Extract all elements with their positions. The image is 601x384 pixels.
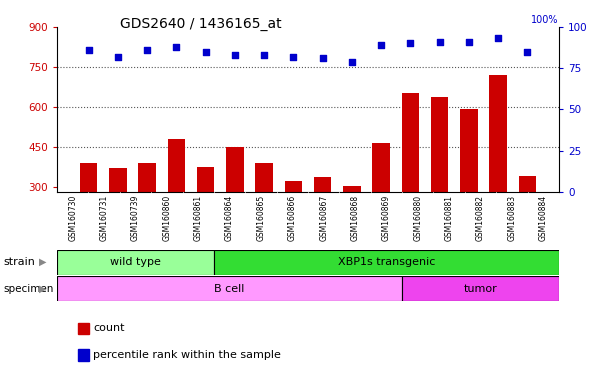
Text: GSM160869: GSM160869 [382, 195, 391, 241]
Bar [489, 75, 507, 266]
Bar [168, 139, 185, 266]
Text: GSM160864: GSM160864 [225, 195, 234, 241]
Bar [57, 276, 402, 301]
Point [464, 39, 474, 45]
Text: GSM160866: GSM160866 [288, 195, 297, 241]
Text: GSM160730: GSM160730 [69, 195, 78, 241]
Text: GSM160868: GSM160868 [350, 195, 359, 241]
Text: strain: strain [3, 257, 35, 267]
Point [406, 40, 415, 46]
Text: GSM160731: GSM160731 [100, 195, 109, 241]
Bar [460, 109, 478, 266]
Bar [402, 276, 559, 301]
Text: count: count [93, 323, 124, 333]
Text: ▶: ▶ [39, 257, 46, 267]
Text: 100%: 100% [531, 15, 559, 25]
Text: GSM160880: GSM160880 [413, 195, 423, 241]
Bar [343, 186, 361, 266]
Point [376, 42, 386, 48]
Bar [138, 163, 156, 266]
Text: percentile rank within the sample: percentile rank within the sample [93, 350, 281, 360]
Point [493, 35, 503, 41]
Text: ▶: ▶ [39, 284, 46, 294]
Text: GDS2640 / 1436165_at: GDS2640 / 1436165_at [120, 17, 282, 31]
Point [142, 47, 152, 53]
Bar [226, 147, 243, 266]
Point [347, 58, 356, 65]
Bar [373, 143, 390, 266]
Text: wild type: wild type [110, 257, 161, 267]
Bar [285, 181, 302, 266]
Point [318, 55, 328, 61]
Bar [80, 163, 97, 266]
Bar [255, 163, 273, 266]
Text: GSM160881: GSM160881 [445, 195, 454, 241]
Point [435, 39, 444, 45]
Text: tumor: tumor [463, 284, 498, 294]
Point [260, 52, 269, 58]
Text: GSM160884: GSM160884 [538, 195, 548, 241]
Bar [401, 93, 419, 266]
Text: XBP1s transgenic: XBP1s transgenic [338, 257, 435, 267]
Bar [109, 168, 127, 266]
Text: GSM160882: GSM160882 [476, 195, 485, 241]
Text: GSM160739: GSM160739 [131, 195, 140, 241]
Point [84, 47, 94, 53]
Point [172, 44, 182, 50]
Point [288, 53, 298, 60]
Bar [214, 250, 559, 275]
Bar [314, 177, 331, 266]
Point [522, 49, 532, 55]
Bar [57, 250, 214, 275]
Bar [197, 167, 215, 266]
Bar [431, 98, 448, 266]
Text: GSM160883: GSM160883 [507, 195, 516, 241]
Bar [519, 176, 536, 266]
Point [201, 49, 210, 55]
Text: GSM160860: GSM160860 [162, 195, 171, 241]
Text: B cell: B cell [215, 284, 245, 294]
Text: GSM160861: GSM160861 [194, 195, 203, 241]
Text: GSM160865: GSM160865 [257, 195, 266, 241]
Point [113, 53, 123, 60]
Text: specimen: specimen [3, 284, 53, 294]
Text: GSM160867: GSM160867 [319, 195, 328, 241]
Point [230, 52, 240, 58]
